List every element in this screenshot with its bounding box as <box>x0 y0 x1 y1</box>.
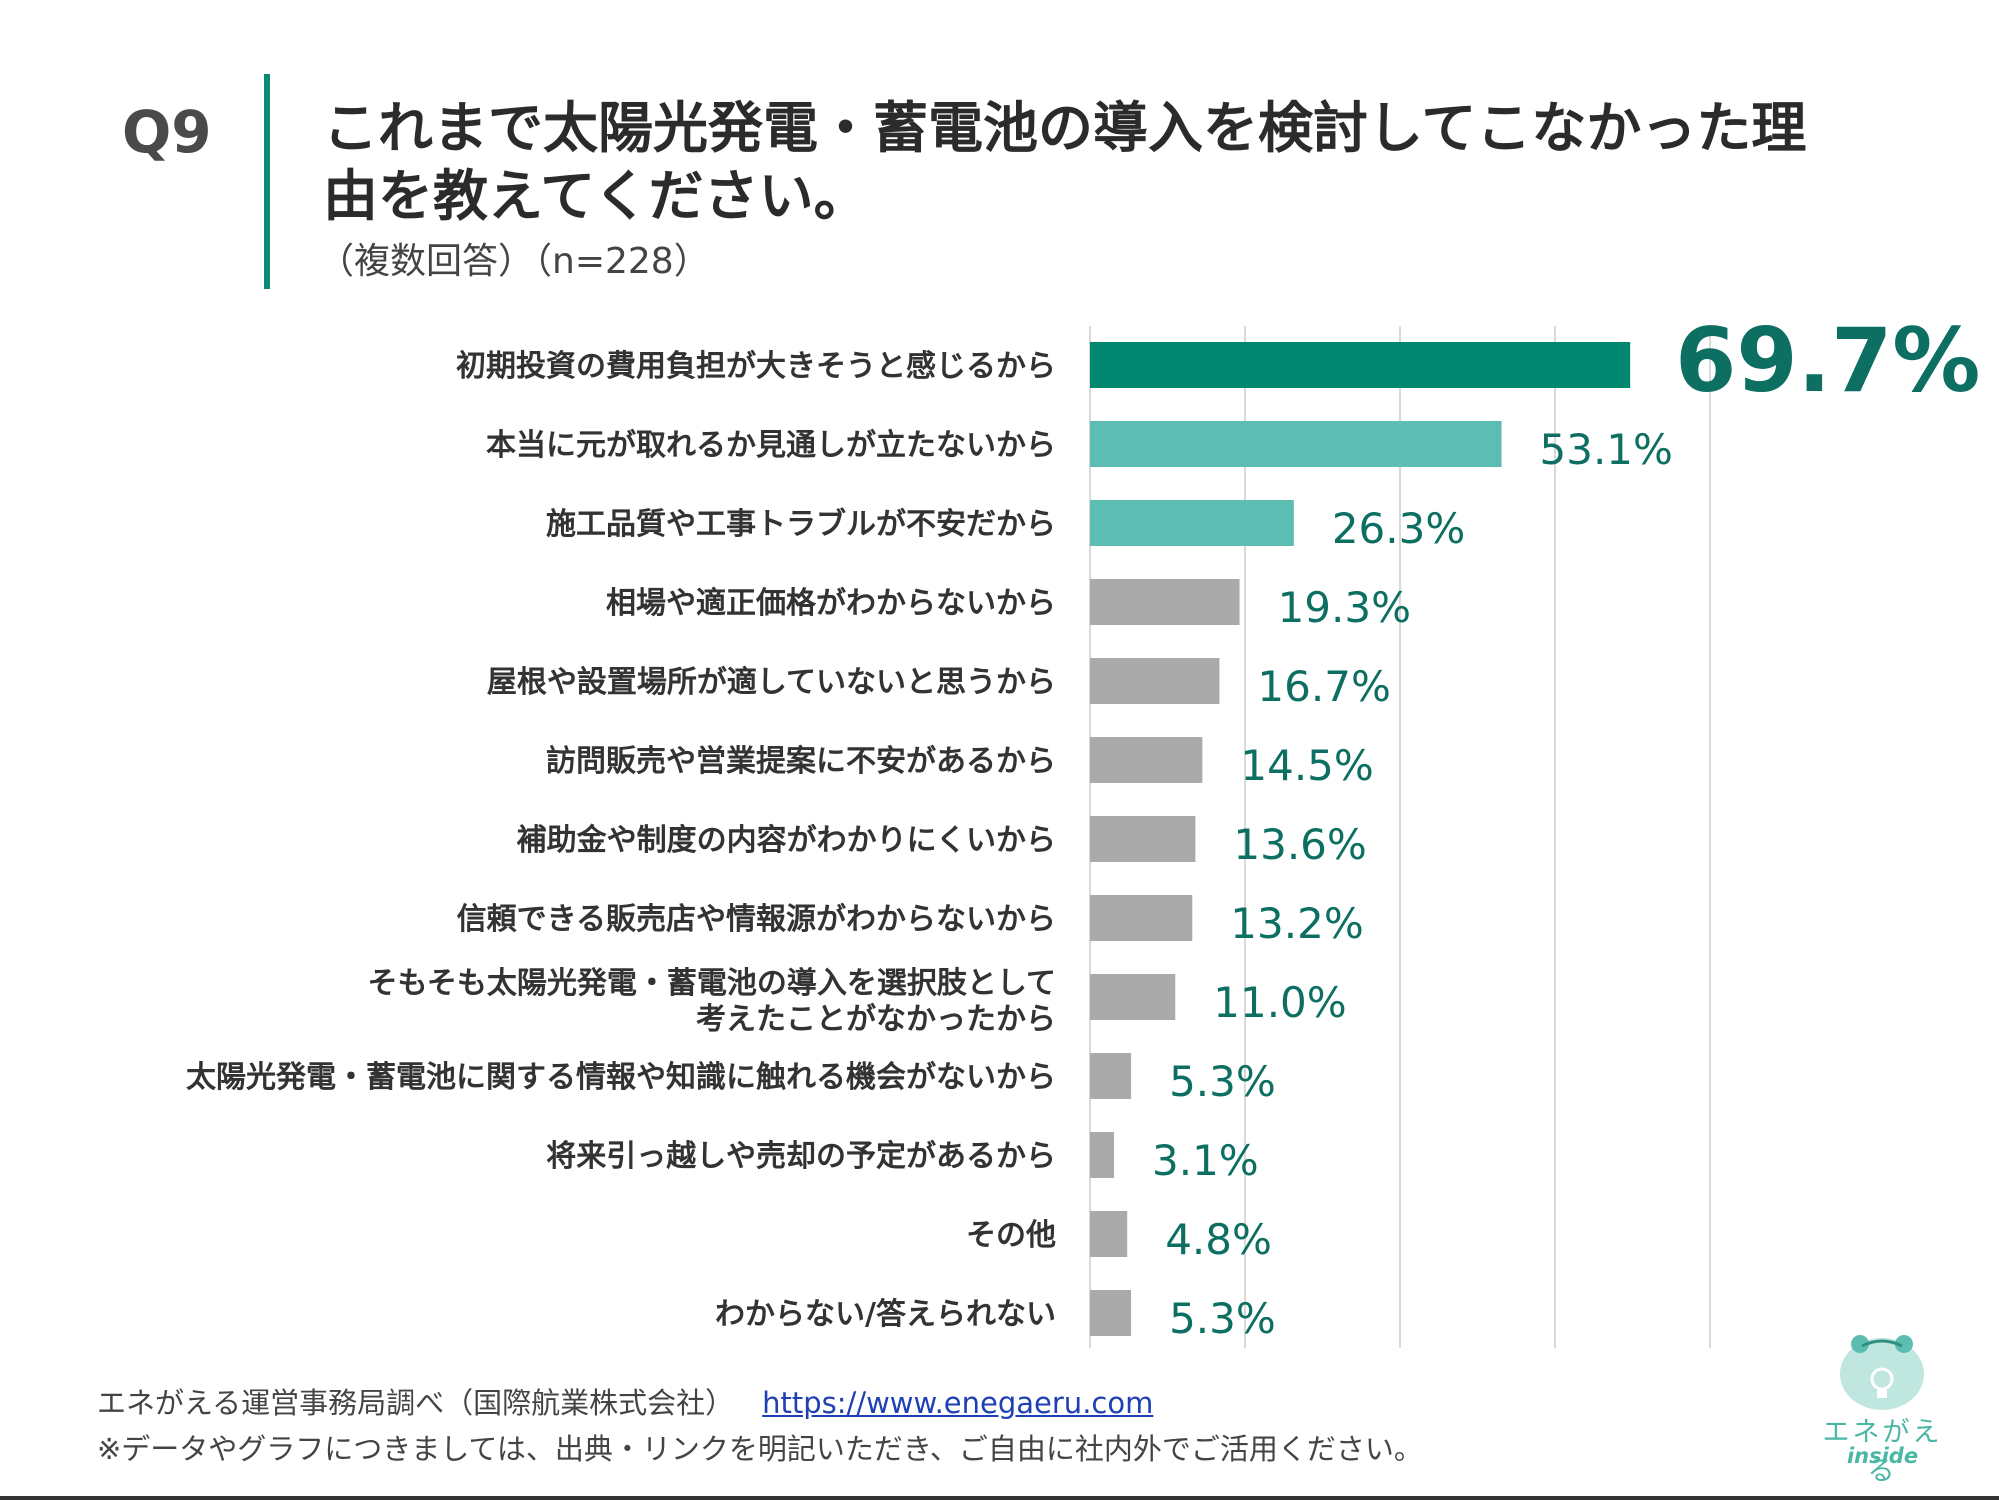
category-label: わからない/答えられない <box>715 1297 1056 1332</box>
category-label: 本当に元が取れるか見通しが立たないから <box>486 428 1056 463</box>
bar <box>1090 1211 1128 1257</box>
category-label: 太陽光発電・蓄電池に関する情報や知識に触れる機会がないから <box>186 1060 1056 1095</box>
bar <box>1090 342 1631 388</box>
bar <box>1090 421 1502 467</box>
bar-chart: 69.7% 初期投資の費用負担が大きそうと感じるから 53.1% 本当に元が取れるか見… <box>186 309 1980 1348</box>
value-label: 4.8% <box>1165 1215 1272 1264</box>
logo-sub: inside <box>1846 1444 1919 1468</box>
value-label: 5.3% <box>1169 1057 1276 1106</box>
bar <box>1090 579 1240 625</box>
category-label: そもそも太陽光発電・蓄電池の導入を選択肢として <box>368 966 1057 1001</box>
bar <box>1090 1053 1132 1099</box>
footer: エネがえる運営事務局調べ（国際航業株式会社） https://www.enegae… <box>97 1380 1423 1472</box>
value-label: 14.5% <box>1240 741 1373 790</box>
value-label: 16.7% <box>1257 662 1390 711</box>
source-line: エネがえる運営事務局調べ（国際航業株式会社） https://www.enegae… <box>97 1380 1423 1426</box>
category-label: 初期投資の費用負担が大きそうと感じるから <box>456 349 1056 384</box>
value-label: 26.3% <box>1332 504 1465 553</box>
subtitle: （複数回答）（n=228） <box>318 241 710 282</box>
value-label: 3.1% <box>1152 1136 1259 1185</box>
category-label: 施工品質や工事トラブルが不安だから <box>546 507 1056 542</box>
value-label: 5.3% <box>1169 1294 1276 1343</box>
category-label: 考えたことがなかったから <box>696 1002 1056 1037</box>
source-link[interactable]: https://www.enegaeru.com <box>762 1386 1154 1420</box>
bar <box>1090 1290 1132 1336</box>
enegaeru-logo: エネがえる inside <box>1810 1324 1955 1487</box>
bar <box>1090 658 1220 704</box>
bar <box>1090 737 1203 783</box>
value-label: 11.0% <box>1213 978 1346 1027</box>
source-text: エネがえる運営事務局調べ（国際航業株式会社） <box>97 1386 735 1420</box>
bar <box>1090 895 1193 941</box>
bar <box>1090 974 1176 1020</box>
bar <box>1090 500 1294 546</box>
category-label: 信頼できる販売店や情報源がわからないから <box>457 902 1056 937</box>
value-label: 13.2% <box>1230 899 1363 948</box>
bottom-rule <box>0 1496 1999 1500</box>
logo-name: エネがえる <box>1822 1417 1943 1487</box>
page-title: これまで太陽光発電・蓄電池の導入を検討してこなかった理由を教えてください。 <box>323 96 1807 228</box>
value-label: 19.3% <box>1278 583 1411 632</box>
bar <box>1090 816 1196 862</box>
question-number: Q9 <box>122 98 212 166</box>
category-label: 訪問販売や営業提案に不安があるから <box>546 744 1056 779</box>
category-label: 将来引っ越しや売却の予定があるから <box>546 1139 1056 1174</box>
category-label: 補助金や制度の内容がわかりにくいから <box>516 823 1056 858</box>
category-label: 相場や適正価格がわからないから <box>606 586 1056 621</box>
usage-note: ※データやグラフにつきましては、出典・リンクを明記いただき、ご自由に社内外でご活… <box>97 1432 1423 1466</box>
value-label: 69.7% <box>1675 309 1980 412</box>
category-label: その他 <box>966 1218 1056 1253</box>
value-label: 53.1% <box>1540 425 1673 474</box>
bar <box>1090 1132 1115 1178</box>
title-divider <box>264 74 270 289</box>
value-label: 13.6% <box>1233 820 1366 869</box>
frog-bulb-icon <box>1840 1335 1924 1410</box>
category-label: 屋根や設置場所が適していないと思うから <box>487 665 1056 700</box>
